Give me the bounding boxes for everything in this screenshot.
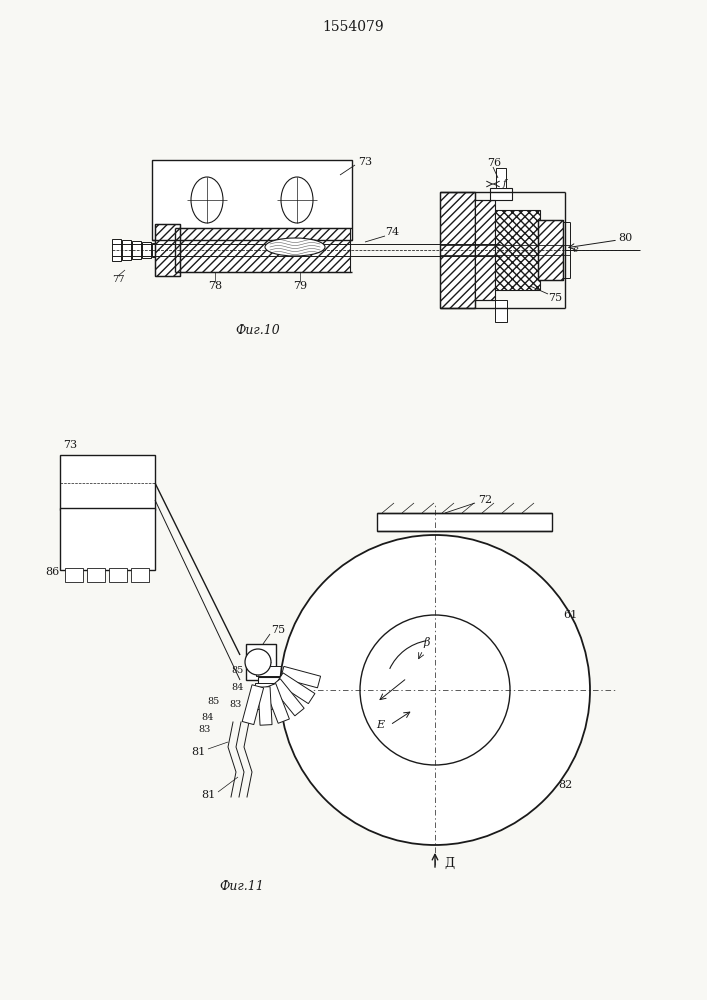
Polygon shape [258,687,272,725]
Text: 76: 76 [487,158,501,168]
Bar [495,300,507,322]
Bar [155,224,180,276]
Circle shape [360,615,510,765]
Bar [490,188,512,200]
Bar [152,243,161,257]
Text: 80: 80 [618,233,632,243]
Bar [256,666,284,676]
Bar [538,220,563,280]
Text: 73: 73 [358,157,372,167]
Text: 84: 84 [231,683,243,692]
Bar [122,240,131,260]
Polygon shape [281,666,320,688]
Bar [440,192,475,308]
Bar [258,677,286,697]
Text: 79: 79 [293,281,307,291]
Bar [65,568,83,582]
Bar [175,228,350,272]
Text: β: β [423,637,430,648]
Bar [131,568,149,582]
Bar [142,242,151,258]
Text: 85: 85 [207,698,219,706]
Text: 82: 82 [558,780,572,790]
Text: 84: 84 [201,712,214,722]
Text: 75: 75 [271,625,285,635]
Text: f: f [502,180,506,188]
Bar [496,168,506,188]
Ellipse shape [191,177,223,223]
Bar [60,455,155,510]
Bar [377,513,552,531]
Text: 83: 83 [199,726,211,734]
Text: Фиг.11: Фиг.11 [220,880,264,894]
Bar [60,508,155,570]
Bar [109,568,127,582]
Bar [152,160,352,240]
Circle shape [280,535,590,845]
Text: 61: 61 [563,610,577,620]
Bar [495,210,540,290]
Bar [132,241,141,259]
Text: 75: 75 [548,293,562,303]
Text: 78: 78 [208,281,222,291]
Text: 85: 85 [232,666,244,675]
Text: 73: 73 [63,440,77,450]
Polygon shape [264,684,289,723]
Text: Фиг.10: Фиг.10 [235,324,281,336]
Bar [155,224,180,276]
Text: Д: Д [444,856,454,869]
Bar [253,699,281,709]
Bar [440,192,475,308]
Ellipse shape [265,238,325,256]
Polygon shape [276,673,315,704]
Ellipse shape [281,177,313,223]
Text: 72: 72 [478,495,492,505]
Bar [538,220,563,280]
Text: 1554079: 1554079 [322,20,384,34]
Text: 81: 81 [201,790,215,800]
Polygon shape [271,679,304,716]
Text: e: e [572,245,578,254]
Text: 74: 74 [385,227,399,237]
Text: 81: 81 [191,747,205,757]
Bar [475,200,495,300]
Text: 83: 83 [229,700,241,709]
Bar [112,239,121,261]
Bar [246,644,276,680]
Bar [87,568,105,582]
Text: 77: 77 [112,275,124,284]
Text: E: E [376,720,384,730]
Bar [255,683,283,693]
Circle shape [245,649,271,675]
Text: 86: 86 [45,567,59,577]
Polygon shape [243,685,264,725]
